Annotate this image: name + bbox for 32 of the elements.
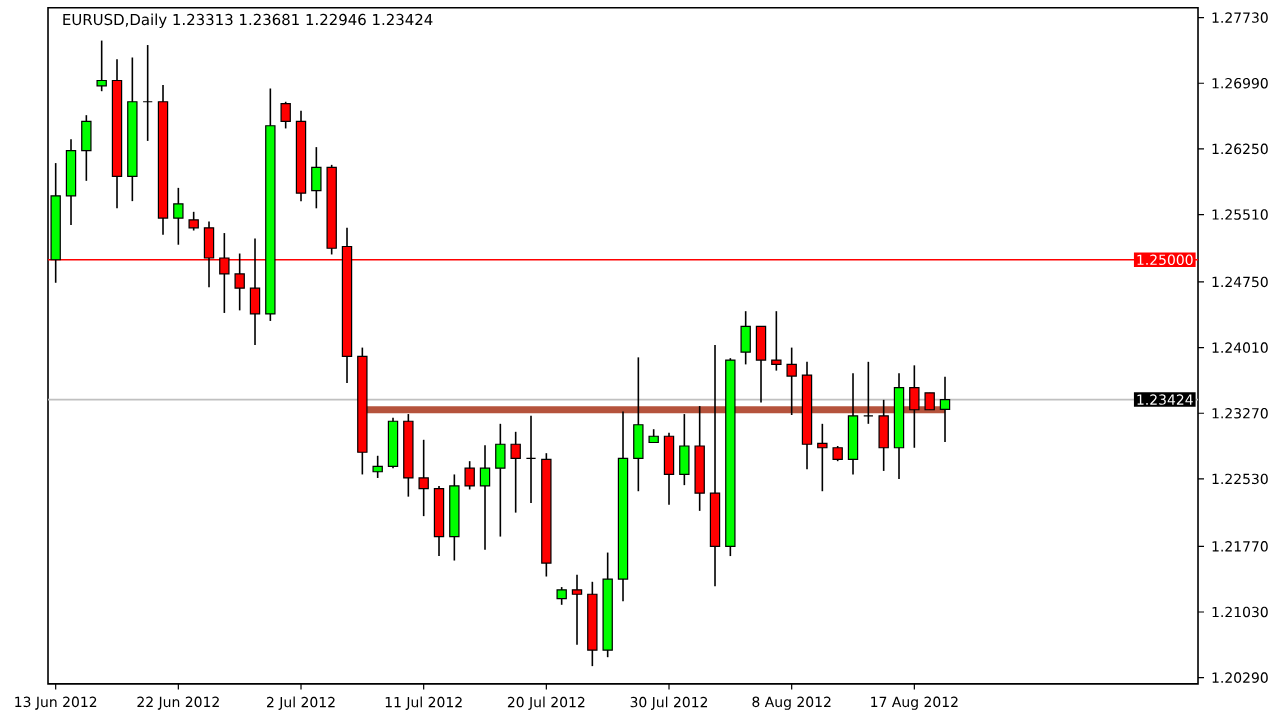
candlestick xyxy=(433,485,445,557)
candlestick xyxy=(817,423,828,493)
candlestick xyxy=(188,211,199,232)
candlestick xyxy=(81,114,92,182)
candlestick xyxy=(663,431,675,506)
candlestick xyxy=(755,325,767,404)
candlestick xyxy=(679,413,690,486)
candlestick xyxy=(863,361,874,425)
candlestick xyxy=(464,460,475,491)
candlestick xyxy=(418,438,429,517)
candlestick xyxy=(387,416,399,470)
candlestick xyxy=(280,100,291,130)
candlestick xyxy=(525,415,537,504)
candlestick xyxy=(495,423,506,538)
candlestick xyxy=(372,454,383,479)
candlestick xyxy=(694,405,705,512)
candlestick xyxy=(311,146,322,210)
candlestick xyxy=(142,44,153,142)
candlestick xyxy=(571,573,583,646)
candlestick xyxy=(65,138,77,226)
candlestick xyxy=(740,310,751,366)
candlestick xyxy=(510,431,521,514)
candlestick xyxy=(939,375,951,443)
candlestick xyxy=(771,310,782,372)
candlestick xyxy=(878,399,889,472)
candlestick xyxy=(633,356,644,493)
candlestick xyxy=(909,364,920,449)
candlestick xyxy=(847,372,859,476)
candlestick xyxy=(479,444,491,551)
candlestick xyxy=(173,187,184,246)
candlestick xyxy=(96,39,107,93)
candlestick xyxy=(786,346,797,416)
